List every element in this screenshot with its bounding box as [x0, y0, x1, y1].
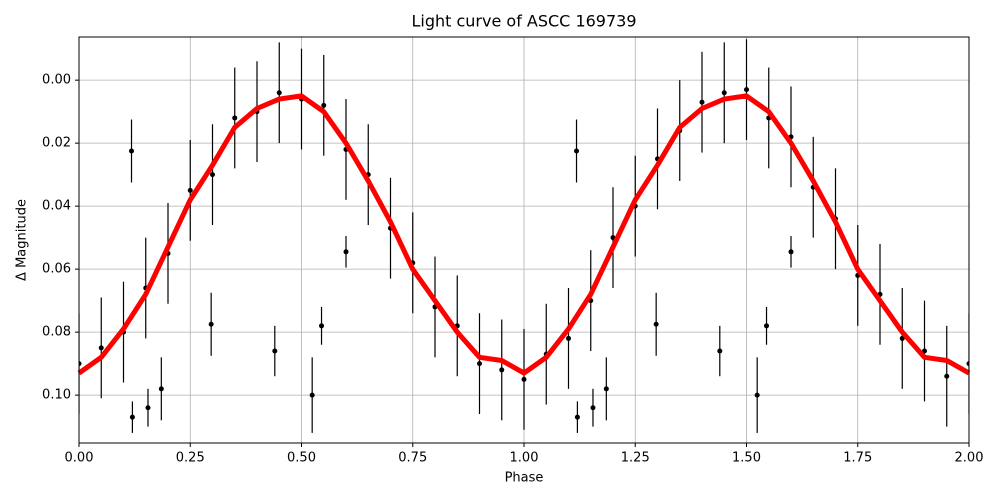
data-point — [272, 348, 278, 354]
x-tick-label: 1.25 — [621, 451, 650, 466]
data-point — [129, 148, 135, 154]
x-tick-label: 1.75 — [843, 451, 872, 466]
data-point — [764, 323, 770, 329]
data-point — [321, 102, 327, 108]
binned-line — [77, 93, 971, 376]
x-tick-label: 2.00 — [955, 451, 984, 466]
x-tick-label: 0.00 — [65, 451, 94, 466]
data-point — [788, 249, 794, 255]
data-point — [232, 115, 238, 121]
data-point — [210, 172, 215, 178]
data-point — [98, 345, 104, 351]
data-point — [208, 321, 214, 327]
data-point — [721, 90, 727, 96]
data-point — [603, 386, 609, 392]
x-axis-label: Phase — [505, 471, 544, 486]
data-point — [521, 376, 527, 382]
x-tick-label: 0.75 — [398, 451, 427, 466]
data-point — [717, 348, 723, 354]
data-point — [590, 405, 596, 411]
data-point — [574, 148, 580, 154]
y-tick-label: 0.00 — [42, 73, 71, 88]
data-point — [145, 405, 151, 411]
x-tick-label: 1.50 — [732, 451, 761, 466]
data-point — [343, 249, 349, 255]
data-point — [944, 373, 950, 379]
data-point — [699, 99, 705, 105]
chart-title: Light curve of ASCC 169739 — [411, 12, 636, 31]
data-point — [319, 323, 325, 329]
x-tick-label: 0.25 — [176, 451, 205, 466]
data-point — [966, 361, 969, 367]
data-point — [309, 392, 315, 398]
y-axis-label: Δ Magnitude — [15, 199, 30, 281]
data-point — [499, 367, 505, 373]
data-point — [79, 361, 82, 367]
x-tick-label: 0.50 — [287, 451, 316, 466]
data-point — [754, 392, 760, 398]
data-point — [276, 90, 282, 96]
data-point — [744, 87, 749, 93]
data-point — [653, 321, 659, 327]
data-point — [158, 386, 164, 392]
data-point — [477, 361, 482, 367]
data-point — [129, 414, 135, 420]
y-tick-label: 0.08 — [42, 325, 71, 340]
data-point — [566, 335, 571, 341]
plot-frame — [78, 36, 970, 444]
y-tick-label: 0.02 — [42, 136, 71, 151]
y-tick-label: 0.10 — [42, 388, 71, 403]
y-tick-label: 0.06 — [42, 262, 71, 277]
x-tick-label: 1.00 — [510, 451, 539, 466]
data-point — [574, 414, 580, 420]
y-tick-label: 0.04 — [42, 199, 71, 214]
data-point — [187, 187, 193, 193]
